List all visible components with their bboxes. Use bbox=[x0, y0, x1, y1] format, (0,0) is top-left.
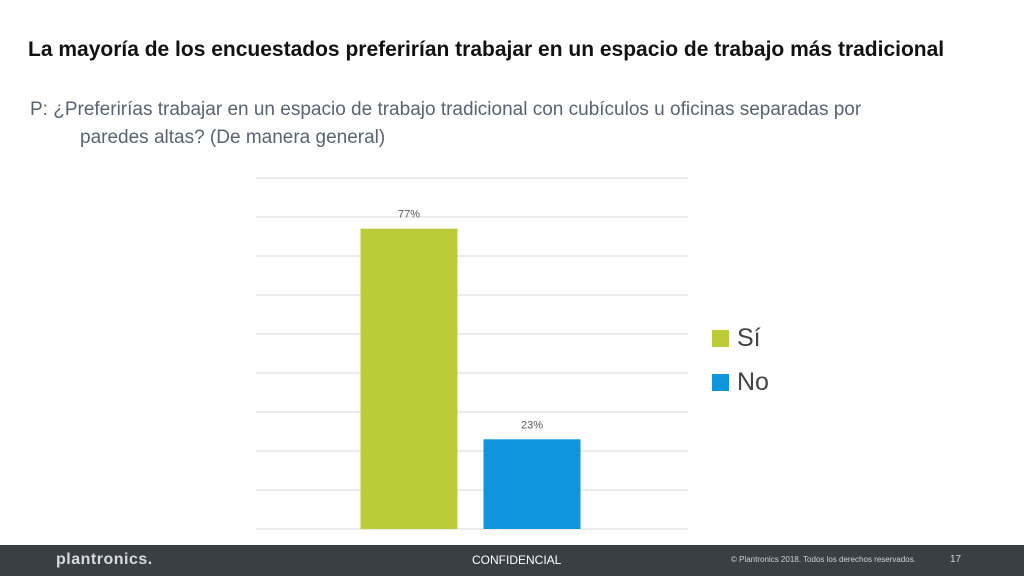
bar-si bbox=[360, 228, 458, 529]
question-line-2: paredes altas? (De manera general) bbox=[80, 127, 386, 148]
legend-item-si: Sí bbox=[712, 316, 769, 360]
copyright-text: © Plantronics 2018. Todos los derechos r… bbox=[731, 555, 916, 564]
bar-chart: 77% 23% bbox=[256, 177, 688, 530]
legend-item-no: No bbox=[712, 360, 769, 404]
footer-bar: plantronics. CONFIDENCIAL © Plantronics … bbox=[0, 545, 1024, 576]
survey-question: P: ¿Preferirías trabajar en un espacio d… bbox=[30, 96, 960, 152]
slide-title: La mayoría de los encuestados preferiría… bbox=[28, 38, 945, 61]
plantronics-logo: plantronics. bbox=[56, 551, 153, 568]
page-number: 17 bbox=[950, 554, 962, 565]
legend-swatch-si bbox=[712, 329, 729, 347]
legend-label-si: Sí bbox=[737, 323, 761, 352]
legend-label-no: No bbox=[737, 367, 769, 396]
data-label-no: 23% bbox=[521, 419, 543, 431]
legend-swatch-no bbox=[712, 373, 729, 391]
chart-legend: Sí No bbox=[712, 316, 769, 404]
confidential-label: CONFIDENCIAL bbox=[472, 553, 562, 567]
question-line-1: P: ¿Preferirías trabajar en un espacio d… bbox=[30, 99, 862, 120]
data-label-si: 77% bbox=[398, 209, 420, 221]
bar-no bbox=[483, 439, 581, 529]
